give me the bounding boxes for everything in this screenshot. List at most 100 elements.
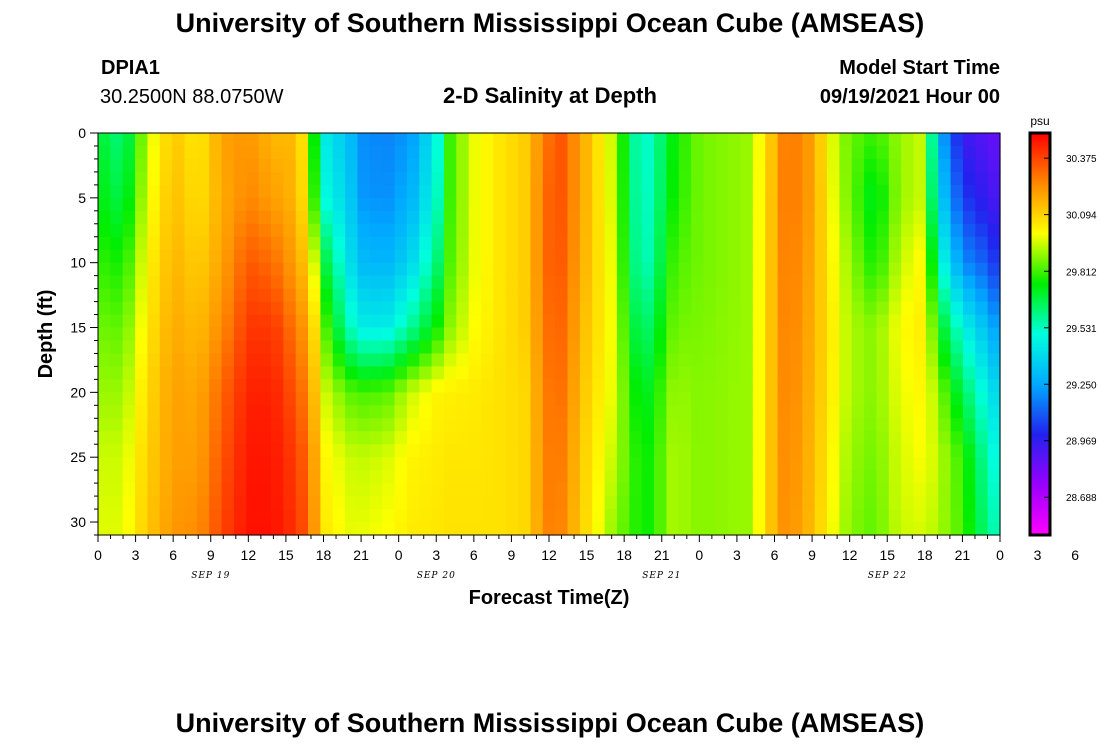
heatmap-cell [258, 418, 272, 432]
heatmap-cell [345, 210, 359, 225]
heatmap-cell [369, 301, 383, 316]
heatmap-cell [851, 314, 865, 329]
heatmap-cell [876, 249, 890, 264]
heatmap-cell [406, 275, 420, 290]
heatmap-cell [295, 392, 309, 406]
heatmap-cell [233, 392, 247, 406]
heatmap-cell [901, 340, 915, 355]
heatmap-cell [159, 353, 173, 368]
heatmap-cell [913, 340, 927, 355]
heatmap-cell [641, 340, 655, 355]
heatmap-cell [987, 158, 1001, 173]
heatmap-cell [147, 483, 161, 497]
heatmap-cell [579, 509, 593, 523]
heatmap-cell [431, 133, 445, 147]
heatmap-cell [98, 197, 111, 212]
heatmap-cell [221, 353, 235, 368]
heatmap-cell [962, 145, 976, 160]
heatmap-cell [987, 431, 1001, 445]
heatmap-cell [233, 353, 247, 368]
heatmap-cell [233, 457, 247, 471]
heatmap-cell [666, 366, 680, 380]
heatmap-cell [901, 145, 915, 160]
heatmap-cell [184, 262, 198, 277]
heatmap-cell [567, 249, 581, 264]
heatmap-cell [715, 301, 729, 316]
heatmap-cell [196, 288, 210, 303]
heatmap-cell [258, 522, 272, 536]
heatmap-cell [159, 158, 173, 173]
heatmap-cell [752, 210, 766, 225]
x-tick-label: 3 [132, 547, 140, 563]
heatmap-cell [542, 392, 556, 406]
heatmap-cell [592, 340, 606, 355]
heatmap-cell [542, 327, 556, 342]
heatmap-cell [888, 353, 902, 368]
heatmap-cell [443, 301, 457, 316]
heatmap-cell [159, 496, 173, 510]
heatmap-cell [147, 314, 161, 329]
heatmap-cell [740, 145, 754, 160]
heatmap-cell [209, 431, 223, 445]
heatmap-cell [345, 405, 359, 419]
heatmap-cell [209, 236, 223, 251]
heatmap-cell [505, 405, 519, 419]
heatmap-cell [110, 418, 124, 432]
heatmap-cell [147, 405, 161, 419]
heatmap-cell [579, 379, 593, 393]
heatmap-cell [209, 314, 223, 329]
heatmap-cell [740, 496, 754, 510]
heatmap-cell [789, 223, 803, 238]
heatmap-cell [987, 522, 1001, 536]
heatmap-cell [209, 470, 223, 484]
heatmap-cell [419, 262, 433, 277]
heatmap-cell [703, 444, 717, 458]
heatmap-cell [172, 444, 186, 458]
heatmap-cell [172, 197, 186, 212]
heatmap-cell [419, 457, 433, 471]
heatmap-cell [295, 314, 309, 329]
heatmap-cell [888, 301, 902, 316]
heatmap-cell [295, 509, 309, 523]
heatmap-cell [839, 145, 853, 160]
heatmap-cell [740, 133, 754, 147]
heatmap-cell [345, 483, 359, 497]
heatmap-cell [196, 236, 210, 251]
heatmap-cell [715, 223, 729, 238]
heatmap-cell [876, 223, 890, 238]
heatmap-cell [901, 210, 915, 225]
heatmap-cell [357, 133, 371, 147]
heatmap-cell [950, 184, 964, 199]
heatmap-cell [654, 509, 667, 523]
heatmap-cell [542, 379, 556, 393]
heatmap-cell [530, 236, 544, 251]
heatmap-cell [98, 457, 111, 471]
heatmap-cell [814, 379, 828, 393]
heatmap-cell [110, 184, 124, 199]
heatmap-cell [864, 405, 878, 419]
heatmap-cell [406, 418, 420, 432]
heatmap-cell [159, 210, 173, 225]
heatmap-cell [802, 171, 816, 186]
heatmap-cell [975, 301, 989, 316]
heatmap-cell [876, 314, 890, 329]
heatmap-cell [654, 249, 667, 264]
heatmap-cell [715, 184, 729, 199]
heatmap-cell [616, 431, 630, 445]
heatmap-cell [888, 210, 902, 225]
heatmap-cell [789, 418, 803, 432]
heatmap-cell [233, 210, 247, 225]
heatmap-cell [641, 249, 655, 264]
heatmap-cell [481, 314, 494, 329]
heatmap-cell [443, 210, 457, 225]
heatmap-cell [394, 379, 408, 393]
heatmap-cell [481, 431, 494, 445]
heatmap-cell [666, 133, 680, 147]
heatmap-cell [406, 301, 420, 316]
heatmap-cell [246, 236, 260, 251]
heatmap-cell [184, 171, 198, 186]
heatmap-cell [802, 327, 816, 342]
heatmap-cell [98, 353, 111, 368]
heatmap-cell [789, 249, 803, 264]
heatmap-cell [728, 444, 742, 458]
